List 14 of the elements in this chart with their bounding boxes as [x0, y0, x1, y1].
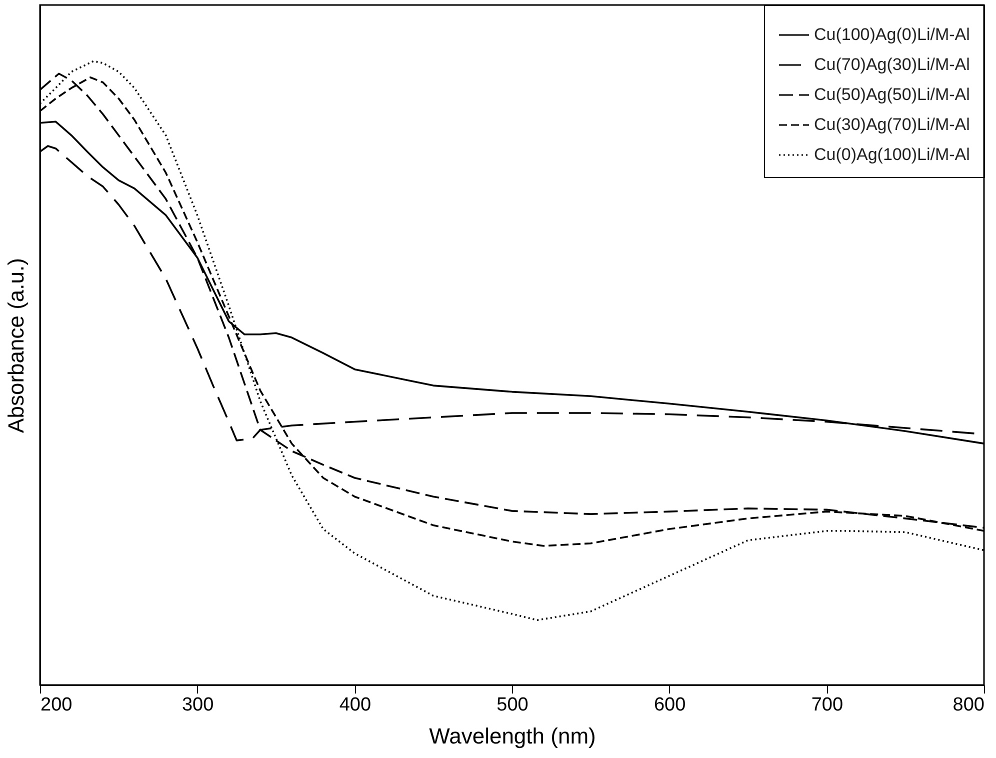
- legend-label: Cu(0)Ag(100)Li/M-Al: [814, 145, 970, 164]
- x-tick-label: 500: [496, 694, 528, 716]
- x-tick-label: 800: [952, 694, 984, 716]
- y-axis-title: Absorbance (a.u.): [4, 258, 28, 433]
- x-tick-label: 400: [339, 694, 372, 716]
- legend-label: Cu(50)Ag(50)Li/M-Al: [814, 85, 970, 104]
- legend-label: Cu(30)Ag(70)Li/M-Al: [814, 115, 970, 134]
- x-tick-label: 600: [654, 694, 686, 716]
- x-axis-title: Wavelength (nm): [429, 724, 596, 748]
- x-tick-label: 200: [40, 694, 72, 716]
- x-tick-label: 700: [811, 694, 844, 716]
- legend-label: Cu(70)Ag(30)Li/M-Al: [814, 55, 970, 74]
- x-tick-label: 300: [182, 694, 214, 716]
- legend-label: Cu(100)Ag(0)Li/M-Al: [814, 25, 970, 44]
